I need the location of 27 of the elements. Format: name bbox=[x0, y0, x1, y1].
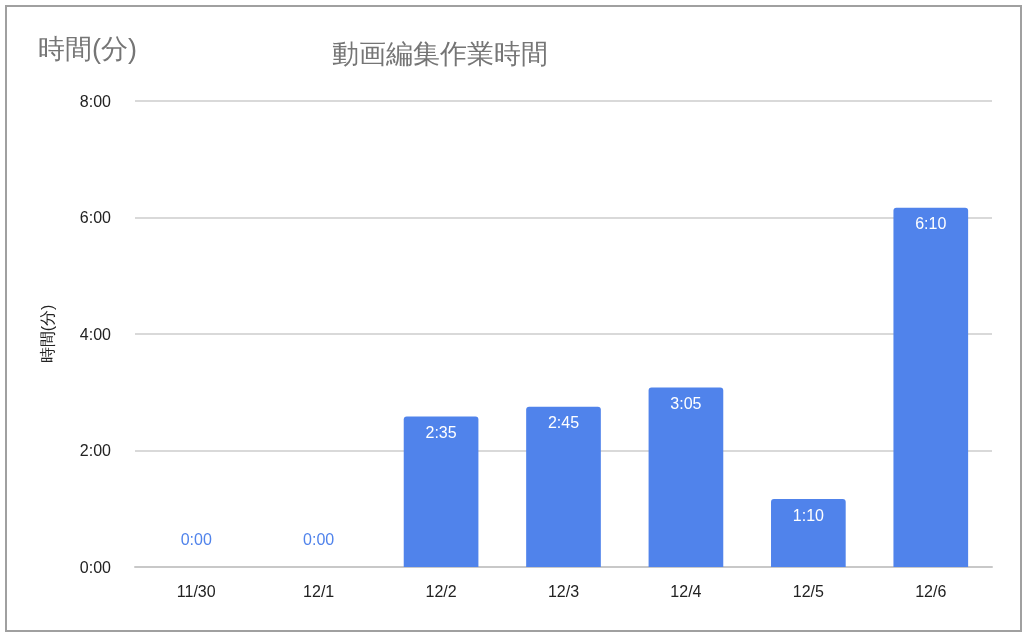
x-tick-label: 12/6 bbox=[915, 582, 947, 600]
y-tick-label: 4:00 bbox=[79, 325, 112, 343]
x-tick-label: 12/3 bbox=[547, 582, 580, 600]
bar bbox=[648, 387, 724, 567]
x-tick-label: 11/30 bbox=[176, 582, 216, 600]
bar bbox=[403, 416, 479, 567]
data-label: 6:10 bbox=[915, 215, 947, 233]
data-label: 3:05 bbox=[670, 394, 702, 412]
data-label: 0:00 bbox=[180, 530, 212, 548]
data-label: 2:45 bbox=[547, 414, 580, 432]
x-tick-label: 12/4 bbox=[670, 582, 702, 600]
y-tick-label: 0:00 bbox=[79, 558, 112, 576]
chart-title: 動画編集作業時間 bbox=[332, 38, 548, 69]
x-tick-label: 12/1 bbox=[303, 582, 335, 600]
y-tick-label: 8:00 bbox=[79, 92, 112, 110]
x-tick-label: 12/5 bbox=[792, 582, 825, 600]
data-label: 1:10 bbox=[792, 506, 825, 524]
y-tick-label: 2:00 bbox=[79, 442, 112, 459]
y-axis-title: 時間(分) bbox=[38, 304, 56, 364]
bar bbox=[893, 207, 969, 567]
text: 時間(分) bbox=[38, 33, 137, 64]
bar bbox=[771, 499, 846, 567]
data-label: 2:35 bbox=[425, 424, 457, 442]
x-tick-label: 12/2 bbox=[425, 582, 457, 600]
bar bbox=[526, 406, 601, 567]
data-label: 0:00 bbox=[303, 530, 335, 548]
y-tick-label: 6:00 bbox=[79, 209, 112, 226]
